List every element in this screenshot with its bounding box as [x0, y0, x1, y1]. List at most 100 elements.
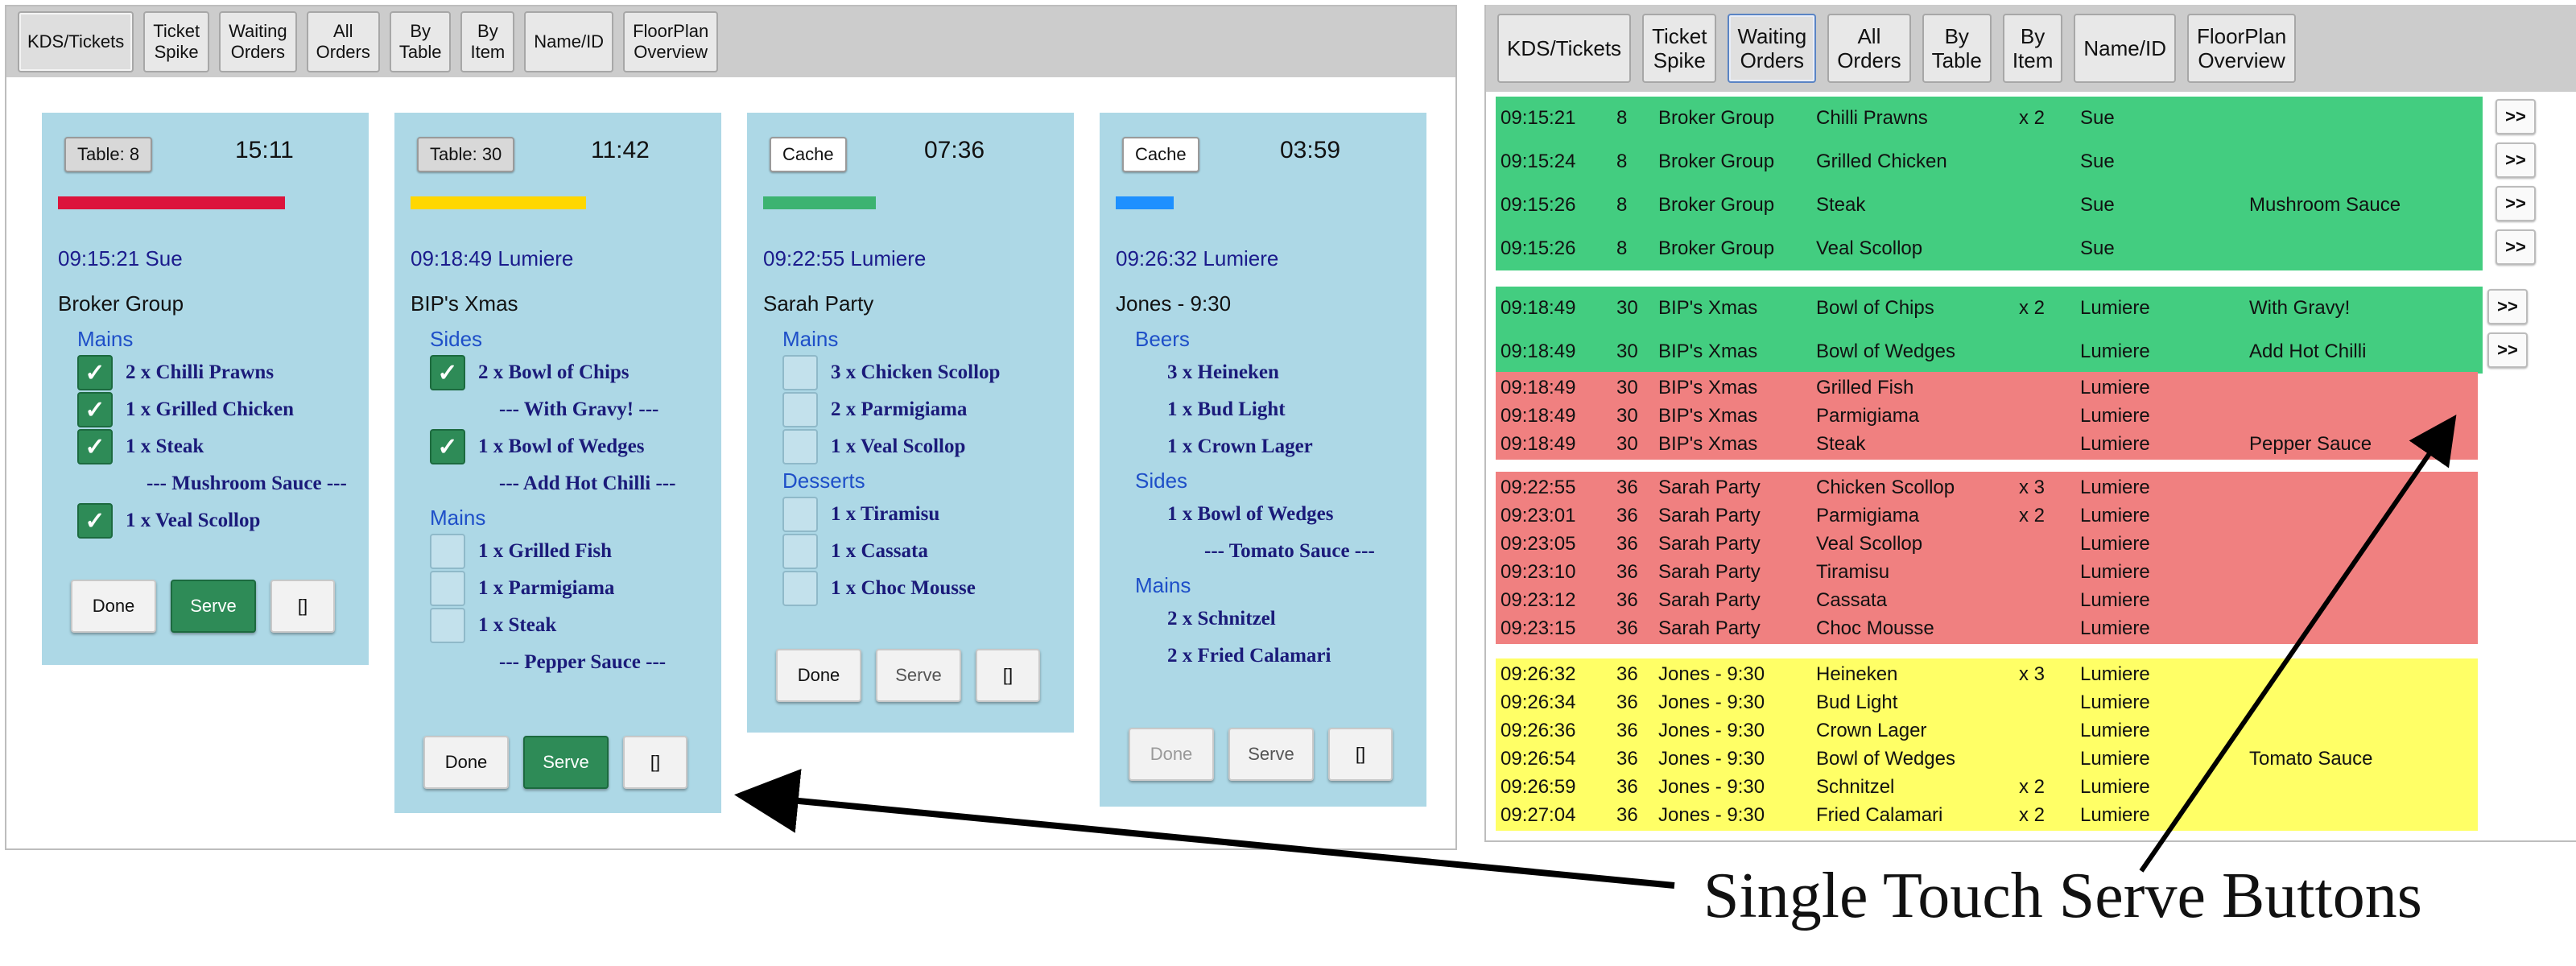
item-checkbox[interactable]: ✓	[77, 429, 113, 464]
bracket-button[interactable]: []	[623, 736, 687, 789]
ticket-item-row[interactable]: 3 x Heineken	[1116, 354, 1418, 391]
ticket-item-row[interactable]: 1 x Tiramisu	[763, 496, 1066, 533]
item-checkbox[interactable]: ✓	[430, 355, 465, 390]
ticket-item-row[interactable]: 1 x Crown Lager	[1116, 428, 1418, 465]
ticket-item-row[interactable]: 1 x Parmigiama	[411, 570, 713, 607]
tab-name-id[interactable]: Name/ID	[524, 11, 614, 72]
forward-button[interactable]: >>	[2496, 186, 2536, 221]
ticket-item-row[interactable]: ✓ 1 x Bowl of Wedges	[411, 428, 713, 465]
item-checkbox[interactable]	[782, 429, 818, 464]
tab-waiting-orders[interactable]: Waiting Orders	[1728, 14, 1817, 83]
tab-by-item[interactable]: By Item	[460, 11, 515, 72]
tab-by-table[interactable]: By Table	[1922, 14, 1992, 83]
tab-floorplan-overview[interactable]: FloorPlan Overview	[2186, 14, 2297, 83]
ticket-item-row[interactable]: ✓ 1 x Steak	[58, 428, 361, 465]
ticket-item-row[interactable]: 2 x Parmigiama	[763, 391, 1066, 428]
tab-kds-tickets[interactable]: KDS/Tickets	[1497, 14, 1632, 83]
item-checkbox[interactable]: ✓	[77, 392, 113, 427]
order-modifier: Pepper Sauce	[2249, 432, 2372, 455]
order-row[interactable]: 09:18:49 30 BIP's Xmas Bowl of Chips x 2 Lumi…	[1496, 287, 2483, 330]
ticket-item-row[interactable]: 1 x Bud Light	[1116, 391, 1418, 428]
ticket-item-row[interactable]: 1 x Veal Scollop	[763, 428, 1066, 465]
order-row[interactable]: 09:23:05 36 Sarah Party Veal Scollop Lumiere	[1496, 530, 2478, 558]
cache-button[interactable]: Cache	[1122, 137, 1199, 172]
tab-by-table[interactable]: By Table	[389, 11, 452, 72]
item-checkbox[interactable]	[782, 355, 818, 390]
ticket-item-row[interactable]: 1 x Choc Mousse	[763, 570, 1066, 607]
order-row[interactable]: 09:15:26 8 Broker Group Veal Scollop Sue	[1496, 227, 2483, 270]
tab-by-item[interactable]: By Item	[2002, 14, 2063, 83]
item-checkbox[interactable]	[782, 571, 818, 606]
item-checkbox[interactable]	[430, 608, 465, 643]
order-row[interactable]: 09:18:49 30 BIP's Xmas Steak Lumiere Pepper S…	[1496, 430, 2478, 458]
ticket-item-row[interactable]: 2 x Schnitzel	[1116, 601, 1418, 638]
forward-button[interactable]: >>	[2496, 229, 2536, 265]
order-row[interactable]: 09:23:01 36 Sarah Party Parmigiama x 2 Lumier…	[1496, 502, 2478, 530]
tab-name-id[interactable]: Name/ID	[2074, 14, 2176, 83]
tab-kds-tickets[interactable]: KDS/Tickets	[18, 11, 134, 72]
ticket-item-row[interactable]: 1 x Grilled Fish	[411, 533, 713, 570]
order-row[interactable]: 09:27:04 36 Jones - 9:30 Fried Calamari x 2 L…	[1496, 801, 2478, 829]
cache-button[interactable]: Cache	[770, 137, 847, 172]
bracket-button[interactable]: []	[1328, 728, 1393, 781]
order-row[interactable]: 09:15:21 8 Broker Group Chilli Prawns x 2 Sue	[1496, 97, 2483, 140]
order-time: 09:26:54	[1501, 747, 1576, 770]
order-row[interactable]: 09:23:15 36 Sarah Party Choc Mousse Lumiere	[1496, 614, 2478, 642]
serve-button[interactable]: Serve	[876, 649, 961, 702]
order-row[interactable]: 09:26:34 36 Jones - 9:30 Bud Light Lumiere	[1496, 688, 2478, 716]
ticket-item-row[interactable]: 1 x Bowl of Wedges	[1116, 496, 1418, 533]
order-party: Sarah Party	[1658, 476, 1761, 498]
forward-button[interactable]: >>	[2496, 142, 2536, 178]
tab-floorplan-overview[interactable]: FloorPlan Overview	[623, 11, 719, 72]
ticket-item-row[interactable]: ✓ 2 x Bowl of Chips	[411, 354, 713, 391]
bracket-button[interactable]: []	[270, 580, 335, 633]
done-button[interactable]: Done	[71, 580, 156, 633]
order-row[interactable]: 09:26:36 36 Jones - 9:30 Crown Lager Lumiere	[1496, 716, 2478, 745]
order-row[interactable]: 09:18:49 30 BIP's Xmas Parmigiama Lumiere	[1496, 402, 2478, 430]
table-button[interactable]: Table: 8	[64, 137, 153, 172]
item-checkbox[interactable]	[430, 534, 465, 569]
table-button[interactable]: Table: 30	[417, 137, 515, 172]
ticket-item-row[interactable]: 3 x Chicken Scollop	[763, 354, 1066, 391]
item-checkbox[interactable]: ✓	[77, 503, 113, 539]
ticket-item-row[interactable]: 2 x Fried Calamari	[1116, 638, 1418, 675]
bracket-button[interactable]: []	[976, 649, 1040, 702]
tab-ticket-spike[interactable]: Ticket Spike	[143, 11, 210, 72]
item-checkbox[interactable]: ✓	[77, 355, 113, 390]
order-row[interactable]: 09:15:24 8 Broker Group Grilled Chicken Sue	[1496, 140, 2483, 184]
tab-ticket-spike[interactable]: Ticket Spike	[1642, 14, 1717, 83]
tab-all-orders[interactable]: All Orders	[1827, 14, 1911, 83]
ticket-item-row[interactable]: ✓ 1 x Grilled Chicken	[58, 391, 361, 428]
serve-button[interactable]: Serve	[1228, 728, 1314, 781]
serve-button[interactable]: Serve	[523, 736, 609, 789]
done-button[interactable]: Done	[423, 736, 509, 789]
serve-button[interactable]: Serve	[171, 580, 256, 633]
item-checkbox[interactable]	[782, 392, 818, 427]
order-party: Sarah Party	[1658, 504, 1761, 526]
item-checkbox[interactable]: ✓	[430, 429, 465, 464]
order-row[interactable]: 09:26:32 36 Jones - 9:30 Heineken x 3 Lumiere	[1496, 660, 2478, 688]
ticket-item-row[interactable]: ✓ 2 x Chilli Prawns	[58, 354, 361, 391]
done-button[interactable]: Done	[776, 649, 861, 702]
order-row[interactable]: 09:22:55 36 Sarah Party Chicken Scollop x 3 L…	[1496, 473, 2478, 502]
order-row[interactable]: 09:18:49 30 BIP's Xmas Bowl of Wedges Lumier…	[1496, 330, 2483, 374]
ticket-item-row[interactable]: ✓ 1 x Veal Scollop	[58, 502, 361, 539]
order-row[interactable]: 09:15:26 8 Broker Group Steak Sue Mushroom Sa…	[1496, 184, 2483, 227]
order-row[interactable]: 09:23:12 36 Sarah Party Cassata Lumiere	[1496, 586, 2478, 614]
item-checkbox[interactable]	[782, 534, 818, 569]
order-row[interactable]: 09:26:59 36 Jones - 9:30 Schnitzel x 2 Lumier…	[1496, 773, 2478, 801]
item-checkbox[interactable]	[430, 571, 465, 606]
forward-button[interactable]: >>	[2487, 289, 2528, 324]
order-row[interactable]: 09:23:10 36 Sarah Party Tiramisu Lumiere	[1496, 558, 2478, 586]
ticket-item-row[interactable]: 1 x Steak	[411, 607, 713, 644]
tab-all-orders[interactable]: All Orders	[306, 11, 380, 72]
order-server: Lumiere	[2080, 663, 2150, 685]
ticket-item-row[interactable]: 1 x Cassata	[763, 533, 1066, 570]
forward-button[interactable]: >>	[2487, 332, 2528, 368]
order-row[interactable]: 09:26:54 36 Jones - 9:30 Bowl of Wedges Lumi…	[1496, 745, 2478, 773]
tab-waiting-orders[interactable]: Waiting Orders	[219, 11, 297, 72]
order-row[interactable]: 09:18:49 30 BIP's Xmas Grilled Fish Lumiere	[1496, 374, 2478, 402]
done-button[interactable]: Done	[1129, 728, 1214, 781]
forward-button[interactable]: >>	[2496, 99, 2536, 134]
item-checkbox[interactable]	[782, 497, 818, 532]
